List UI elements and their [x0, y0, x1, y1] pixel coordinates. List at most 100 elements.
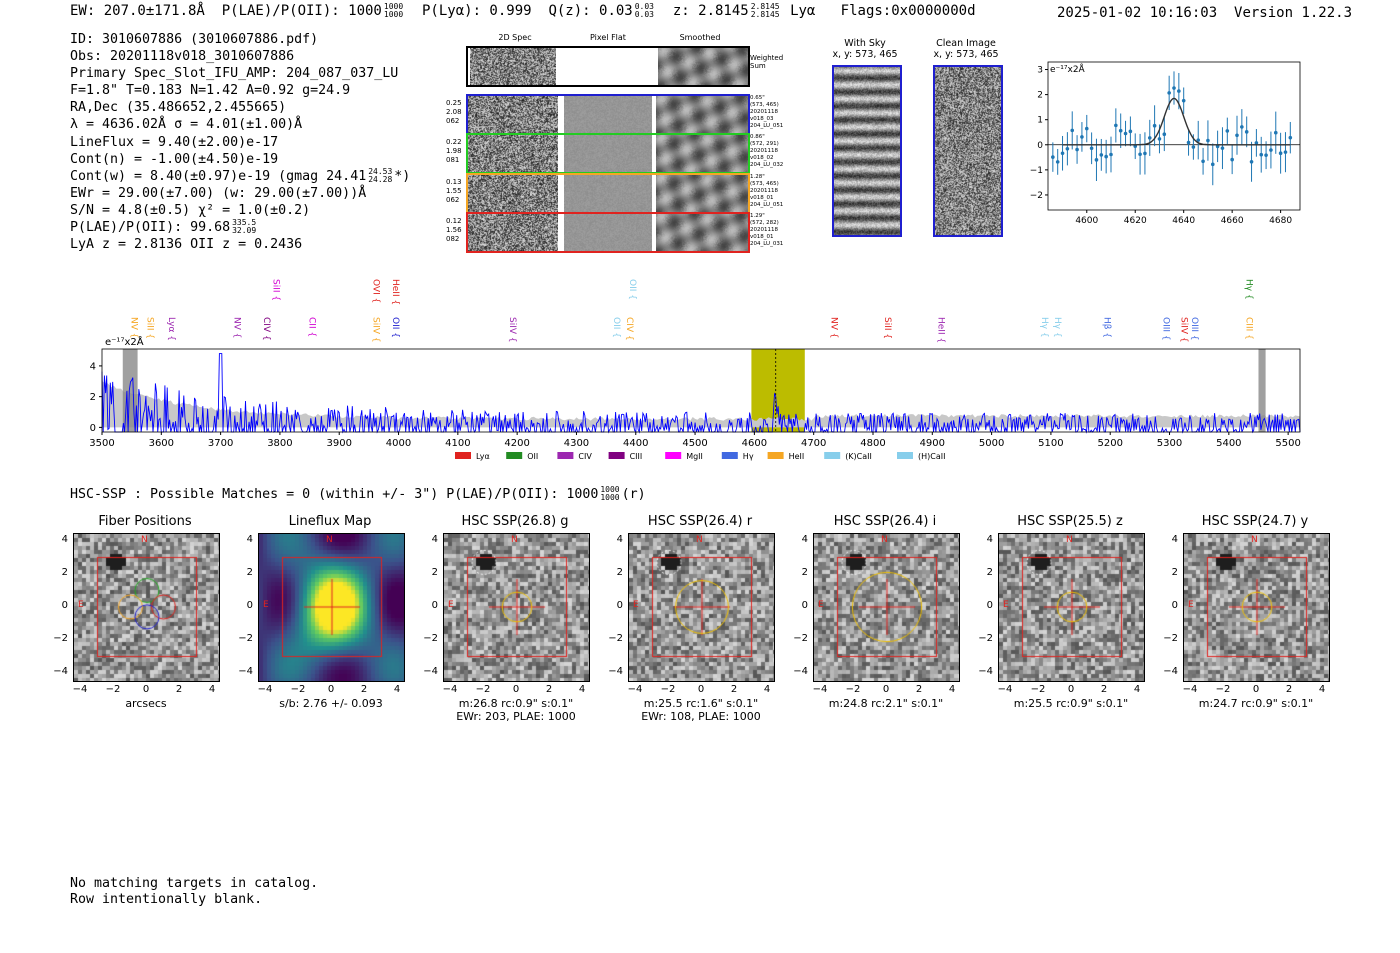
spec2d-panel: 2D Spec Pixel Flat Smoothed Weighted Sum…	[440, 30, 800, 260]
zoom-data-point	[1191, 145, 1196, 149]
cutout-ytick-label: 0	[61, 600, 68, 611]
cutout-xtick-label: −2	[475, 684, 491, 695]
plae-lo: 1000	[383, 10, 404, 19]
cutout-ytick-label: 4	[986, 534, 993, 545]
flags-label: Flags:0x0000000d	[840, 3, 976, 19]
cutout-ytick-label: −4	[238, 666, 253, 677]
spectrum-xtick-label: 3600	[149, 438, 174, 449]
cutout-xtick-label: −2	[845, 684, 861, 695]
legend-label: CIII	[630, 452, 643, 461]
info-plae-fraction: 335.5 32.09	[232, 219, 256, 235]
info-lineflux: LineFlux = 9.40(±2.00)e-17	[70, 134, 279, 150]
clean-image-title: Clean Image x, y: 573, 465	[925, 38, 1007, 60]
emission-line-label: OIII {	[1189, 317, 1199, 341]
contw-end: *)	[394, 168, 411, 184]
zoom-data-point	[1201, 159, 1205, 164]
cutout-ytick-label: 4	[801, 534, 808, 545]
cutout-xtick-label: 0	[512, 684, 520, 695]
qz-label: Q(z): 0.03	[548, 3, 633, 19]
emission-line-label: CIV {	[624, 317, 634, 341]
compass-north: N	[696, 535, 703, 545]
cutout-caption-1: m:25.5 rc:0.9" s:0.1"	[1013, 697, 1129, 710]
cutout-title: Fiber Positions	[98, 514, 192, 529]
cutout-xtick-label: 4	[1318, 684, 1326, 695]
cutout-xtick-label: 2	[730, 684, 738, 695]
line-id-label: Lyα	[790, 3, 816, 19]
cutout-image	[258, 533, 405, 682]
zoom-xtick-label: 4660	[1221, 216, 1244, 226]
cutout-caption-2: EWr: 108, PLAE: 1000	[641, 710, 761, 723]
emission-line-label: SiII {	[270, 279, 280, 301]
compass-north: N	[1251, 535, 1258, 545]
zoom-xtick-label: 4680	[1269, 216, 1292, 226]
z-label: z: 2.8145	[672, 3, 749, 19]
zoom-data-point	[1051, 155, 1055, 159]
spectrum-xtick-label: 3800	[267, 438, 292, 449]
cutout-ytick-label: −2	[608, 633, 623, 644]
spectrum-xtick-label: 5100	[1038, 438, 1063, 449]
zoom-data-point	[1273, 130, 1278, 135]
qz-fraction: 0.03 0.03	[635, 3, 654, 19]
cutout-xtick-label: 2	[360, 684, 368, 695]
cutout-image	[1183, 533, 1330, 682]
cutout-ytick-label: 4	[61, 534, 68, 545]
cutout-xtick-label: −2	[660, 684, 676, 695]
zoom-data-point	[1152, 123, 1157, 128]
spectrum-xtick-label: 5000	[979, 438, 1004, 449]
flux-series	[101, 353, 1301, 434]
cutout-caption-1: s/b: 2.76 +/- 0.093	[279, 697, 383, 710]
cutout-xtick-label: 4	[948, 684, 956, 695]
fiber-row-strip	[466, 94, 750, 135]
legend-swatch	[897, 452, 913, 459]
zoom-data-point	[1288, 135, 1293, 140]
info-sn: S/N = 4.8(±0.5) χ² = 1.0(±0.2)	[70, 202, 311, 218]
zoom-ytick-label: −1	[1030, 166, 1043, 176]
emission-line-label: Hβ {	[1101, 317, 1111, 338]
cutout-ytick-label: −2	[978, 633, 993, 644]
fiber-row-right-label: 1.29" (572, 282) 20201118 v018_01 204_LU…	[750, 213, 784, 247]
zoom-ytick-label: 1	[1037, 116, 1043, 126]
contw-text: Cont(w) = 8.40(±0.97)e-19 (gmag 24.41	[70, 168, 367, 184]
compass-east: E	[1188, 600, 1194, 610]
cutout-xtick-label: 4	[763, 684, 771, 695]
cutout-image	[628, 533, 775, 682]
cutout-xtick-label: 4	[578, 684, 586, 695]
legend-swatch	[824, 452, 841, 459]
zoom-data-point	[1259, 152, 1264, 157]
zoom-data-point	[1186, 140, 1191, 145]
cutout-ytick-label: −4	[53, 666, 68, 677]
zoom-data-point	[1060, 151, 1065, 156]
cutout-ytick-label: 4	[616, 534, 623, 545]
emission-line-label: HeII {	[935, 317, 945, 343]
zoom-gaussian-fit	[1062, 97, 1291, 146]
zoom-data-point	[1109, 152, 1113, 157]
emission-line-label: OVI {	[371, 279, 381, 303]
spectrum-ytick-label: 2	[90, 392, 96, 403]
legend-label: OII	[527, 452, 538, 461]
zoom-ytick-label: 3	[1037, 66, 1043, 76]
hsc-plae-hi: 1000	[600, 485, 620, 494]
zoom-data-point	[1094, 158, 1099, 162]
emission-line-label: NV {	[231, 317, 241, 338]
spectrum-xtick-label: 4500	[682, 438, 707, 449]
cutout-ytick-label: 0	[246, 600, 253, 611]
info-id: ID: 3010607886 (3010607886.pdf)	[70, 32, 319, 47]
cutout-ytick-label: 0	[1171, 600, 1178, 611]
spectrum-xtick-label: 4000	[386, 438, 411, 449]
zoom-data-point	[1065, 146, 1070, 151]
fiber-row-right-label: 1.28" (573, 465) 20201118 v018_01 204_LU…	[750, 174, 784, 208]
cutout-image	[998, 533, 1145, 682]
info-plae-hi: 335.5	[232, 218, 257, 228]
cutout-caption-1: m:24.7 rc:0.9" s:0.1"	[1198, 697, 1314, 710]
cutout-ytick-label: 2	[246, 567, 253, 578]
fiber-row-left-label: 0.12 1.56 082	[446, 217, 462, 243]
spectrum-xtick-label: 4300	[564, 438, 589, 449]
legend-swatch	[506, 452, 523, 459]
legend-swatch	[608, 452, 625, 459]
legend-swatch	[767, 452, 784, 459]
zoom-data-point	[1220, 146, 1225, 150]
info-plae: P(LAE)/P(OII): 99.68 335.5 32.09	[70, 219, 410, 236]
cutout-ytick-label: −2	[238, 633, 253, 644]
info-obs: Obs: 20201118v018_3010607886	[70, 49, 295, 65]
z-lo: 2.8145	[750, 10, 780, 19]
